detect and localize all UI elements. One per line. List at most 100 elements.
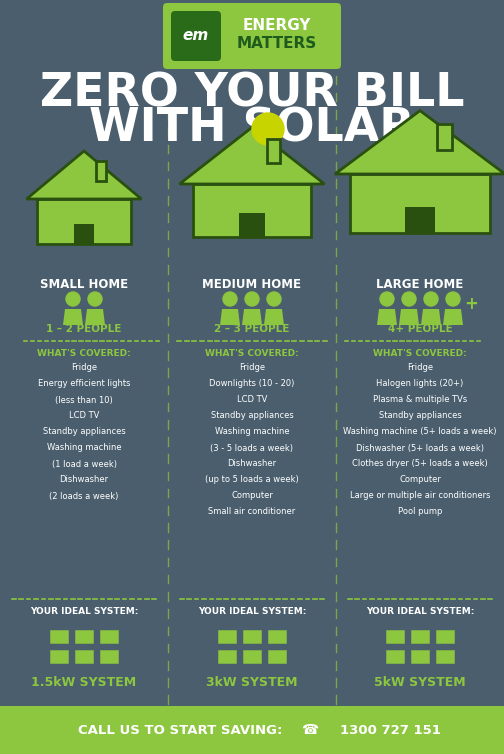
Polygon shape [85, 309, 105, 325]
Text: Large or multiple air conditioners: Large or multiple air conditioners [350, 492, 490, 501]
Bar [98, 627, 120, 645]
Bar [409, 648, 431, 664]
Polygon shape [264, 309, 284, 325]
Polygon shape [220, 309, 240, 325]
Circle shape [446, 292, 460, 306]
Text: Washing machine: Washing machine [215, 428, 289, 437]
Text: Plasma & multiple TVs: Plasma & multiple TVs [373, 396, 467, 404]
Bar [266, 648, 288, 664]
Text: WHAT'S COVERED:: WHAT'S COVERED: [373, 350, 467, 358]
FancyBboxPatch shape [163, 3, 341, 69]
Text: WHAT'S COVERED:: WHAT'S COVERED: [37, 350, 131, 358]
Bar [241, 627, 263, 645]
Text: Fridge: Fridge [239, 363, 265, 372]
Text: 1300 727 151: 1300 727 151 [340, 724, 440, 737]
Text: 1 – 2 PEOPLE: 1 – 2 PEOPLE [46, 324, 121, 334]
Circle shape [402, 292, 416, 306]
Text: Clothes dryer (5+ loads a week): Clothes dryer (5+ loads a week) [352, 459, 488, 468]
Circle shape [88, 292, 102, 306]
Text: Energy efficient lights: Energy efficient lights [38, 379, 130, 388]
Bar [405, 207, 435, 234]
Circle shape [380, 292, 394, 306]
Text: YOUR IDEAL SYSTEM:: YOUR IDEAL SYSTEM: [366, 606, 474, 615]
Text: Fridge: Fridge [407, 363, 433, 372]
Text: ENERGY: ENERGY [243, 19, 311, 33]
Bar [48, 648, 70, 664]
Bar [98, 648, 120, 664]
Polygon shape [63, 309, 83, 325]
Polygon shape [335, 111, 504, 174]
Text: SMALL HOME: SMALL HOME [40, 277, 128, 290]
Bar [267, 139, 280, 163]
Bar [73, 648, 95, 664]
Bar [216, 627, 238, 645]
Text: YOUR IDEAL SYSTEM:: YOUR IDEAL SYSTEM: [198, 606, 306, 615]
Text: (2 loads a week): (2 loads a week) [49, 492, 118, 501]
Circle shape [66, 292, 80, 306]
Text: Pool pump: Pool pump [398, 507, 442, 516]
Text: CALL US TO START SAVING:: CALL US TO START SAVING: [78, 724, 282, 737]
Polygon shape [242, 309, 262, 325]
Text: Small air conditioner: Small air conditioner [208, 507, 296, 516]
Text: (1 load a week): (1 load a week) [51, 459, 116, 468]
Text: MATTERS: MATTERS [237, 35, 317, 51]
Text: MEDIUM HOME: MEDIUM HOME [203, 277, 301, 290]
Text: ☎: ☎ [301, 723, 319, 737]
Bar [95, 161, 106, 181]
Text: ZERO YOUR BILL: ZERO YOUR BILL [40, 72, 464, 117]
FancyBboxPatch shape [171, 11, 221, 61]
Text: LARGE HOME: LARGE HOME [376, 277, 464, 290]
Text: Halogen lights (20+): Halogen lights (20+) [376, 379, 464, 388]
Text: Standby appliances: Standby appliances [211, 412, 293, 421]
Text: Washing machine: Washing machine [47, 443, 121, 452]
Text: (up to 5 loads a week): (up to 5 loads a week) [205, 476, 299, 485]
Bar [37, 199, 131, 244]
Text: Fridge: Fridge [71, 363, 97, 372]
Text: WHAT'S COVERED:: WHAT'S COVERED: [205, 350, 299, 358]
Bar [74, 224, 94, 244]
Bar [0, 706, 504, 754]
Text: YOUR IDEAL SYSTEM:: YOUR IDEAL SYSTEM: [30, 606, 138, 615]
Text: Dishwasher: Dishwasher [227, 459, 277, 468]
Polygon shape [399, 309, 419, 325]
Bar [48, 627, 70, 645]
Bar [266, 627, 288, 645]
Text: 1.5kW SYSTEM: 1.5kW SYSTEM [31, 676, 137, 688]
Circle shape [424, 292, 438, 306]
Bar [239, 213, 265, 237]
Text: 5kW SYSTEM: 5kW SYSTEM [374, 676, 466, 688]
Bar [409, 627, 431, 645]
Polygon shape [443, 309, 463, 325]
Text: Downlights (10 - 20): Downlights (10 - 20) [209, 379, 295, 388]
Circle shape [252, 113, 284, 145]
Circle shape [245, 292, 259, 306]
Text: Standby appliances: Standby appliances [43, 428, 125, 437]
Bar [73, 627, 95, 645]
Text: Computer: Computer [399, 476, 441, 485]
Text: Standby appliances: Standby appliances [379, 412, 461, 421]
Bar [434, 627, 456, 645]
Polygon shape [421, 309, 441, 325]
Bar [437, 124, 452, 150]
Text: Dishwasher: Dishwasher [59, 476, 108, 485]
Polygon shape [377, 309, 397, 325]
Circle shape [267, 292, 281, 306]
Bar [193, 184, 311, 237]
Text: (3 - 5 loads a week): (3 - 5 loads a week) [211, 443, 293, 452]
Text: WITH SOLAR: WITH SOLAR [89, 106, 415, 152]
Text: 2 – 3 PEOPLE: 2 – 3 PEOPLE [214, 324, 290, 334]
Polygon shape [27, 151, 142, 199]
Text: 4+ PEOPLE: 4+ PEOPLE [388, 324, 452, 334]
Text: em: em [183, 29, 209, 44]
Bar [384, 648, 406, 664]
Circle shape [223, 292, 237, 306]
Text: Computer: Computer [231, 492, 273, 501]
Text: Washing machine (5+ loads a week): Washing machine (5+ loads a week) [343, 428, 497, 437]
Text: (less than 10): (less than 10) [55, 396, 113, 404]
Bar [384, 627, 406, 645]
Bar [434, 648, 456, 664]
Bar [350, 174, 490, 234]
Text: Dishwasher (5+ loads a week): Dishwasher (5+ loads a week) [356, 443, 484, 452]
Bar [216, 648, 238, 664]
Text: LCD TV: LCD TV [69, 412, 99, 421]
